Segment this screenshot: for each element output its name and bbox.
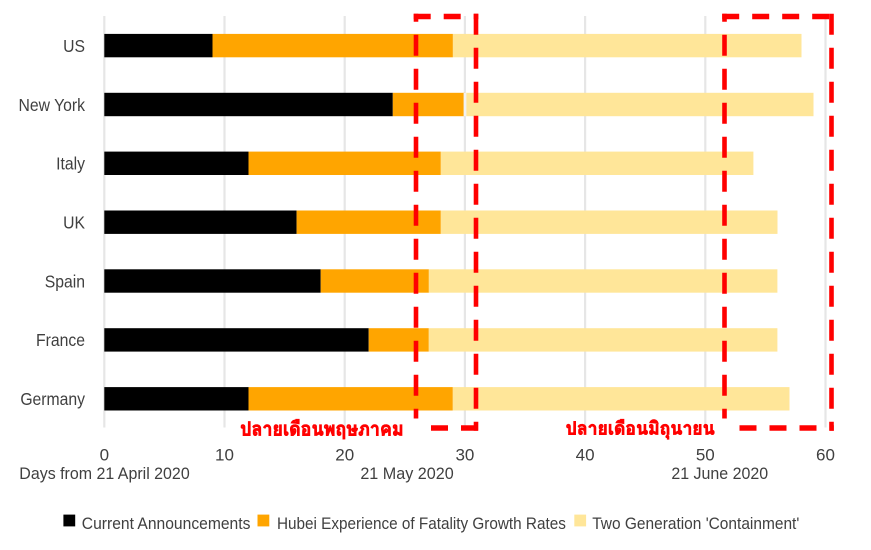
svg-text:Italy: Italy [56,154,85,174]
svg-text:US: US [63,36,85,56]
svg-text:40: 40 [576,446,595,465]
svg-text:0: 0 [100,446,109,465]
svg-text:30: 30 [455,446,474,465]
svg-text:Hubei Experience of Fatality G: Hubei Experience of Fatality Growth Rate… [277,514,566,533]
svg-text:New York: New York [19,95,86,115]
svg-text:Spain: Spain [45,272,85,292]
svg-text:21 June 2020: 21 June 2020 [671,465,768,484]
svg-text:Germany: Germany [20,389,85,409]
svg-text:20: 20 [335,446,354,465]
svg-text:Days from 21 April 2020: Days from 21 April 2020 [19,465,189,484]
svg-text:60: 60 [816,446,835,465]
svg-text:21 May 2020: 21 May 2020 [360,464,453,483]
svg-text:50: 50 [696,446,715,465]
svg-text:Current Announcements: Current Announcements [82,514,251,533]
svg-text:UK: UK [63,213,85,233]
svg-text:10: 10 [215,446,234,465]
svg-text:Two Generation 'Containment': Two Generation 'Containment' [592,514,799,533]
svg-text:France: France [36,330,85,350]
